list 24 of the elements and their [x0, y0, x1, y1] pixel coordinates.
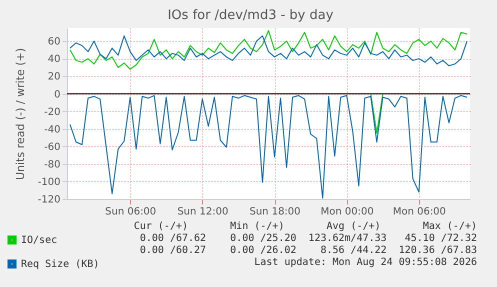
- y-tick-label: -40: [44, 124, 60, 136]
- x-tick-label: Mon 00:00: [320, 206, 374, 218]
- x-tick-label: Sun 06:00: [105, 206, 156, 218]
- y-tick-label: 20: [48, 72, 60, 83]
- chart-title: IOs for /dev/md3 - by day: [168, 8, 334, 23]
- text: 0.00 /67.62 0.00 /25.20 123.62m/47.33 45.10 /72.32: [140, 233, 477, 244]
- legend-label: Req Size (KB): [21, 259, 100, 270]
- y-tick-label: 60: [48, 36, 60, 48]
- y-tick-label: 40: [48, 54, 60, 66]
- x-tick-label: Sun 18:00: [250, 206, 301, 218]
- y-axis-title: Units read (-) / write (+): [14, 48, 27, 180]
- x-tick-label: Mon 06:00: [392, 206, 446, 218]
- text: Last update: Mon Aug 24 09:55:08 2026: [254, 257, 477, 268]
- line-series: [70, 95, 468, 199]
- y-tick-label: -20: [44, 106, 60, 118]
- y-tick-label: -100: [38, 176, 60, 188]
- y-tick-label: -60: [44, 142, 60, 153]
- x-tick-label: Sun 12:00: [177, 206, 228, 218]
- y-tick-label: 0: [54, 89, 60, 100]
- y-tick-label: -80: [44, 159, 60, 170]
- text: 0.00 /60.27 0.00 /26.02 8.56 /44.22 120.36 /67.83: [140, 245, 477, 256]
- legend-label: IO/sec: [21, 235, 58, 246]
- text: Cur (-/+) Min (-/+) Avg (-/+) Max (-/+): [134, 221, 477, 232]
- y-tick-label: -120: [38, 194, 60, 206]
